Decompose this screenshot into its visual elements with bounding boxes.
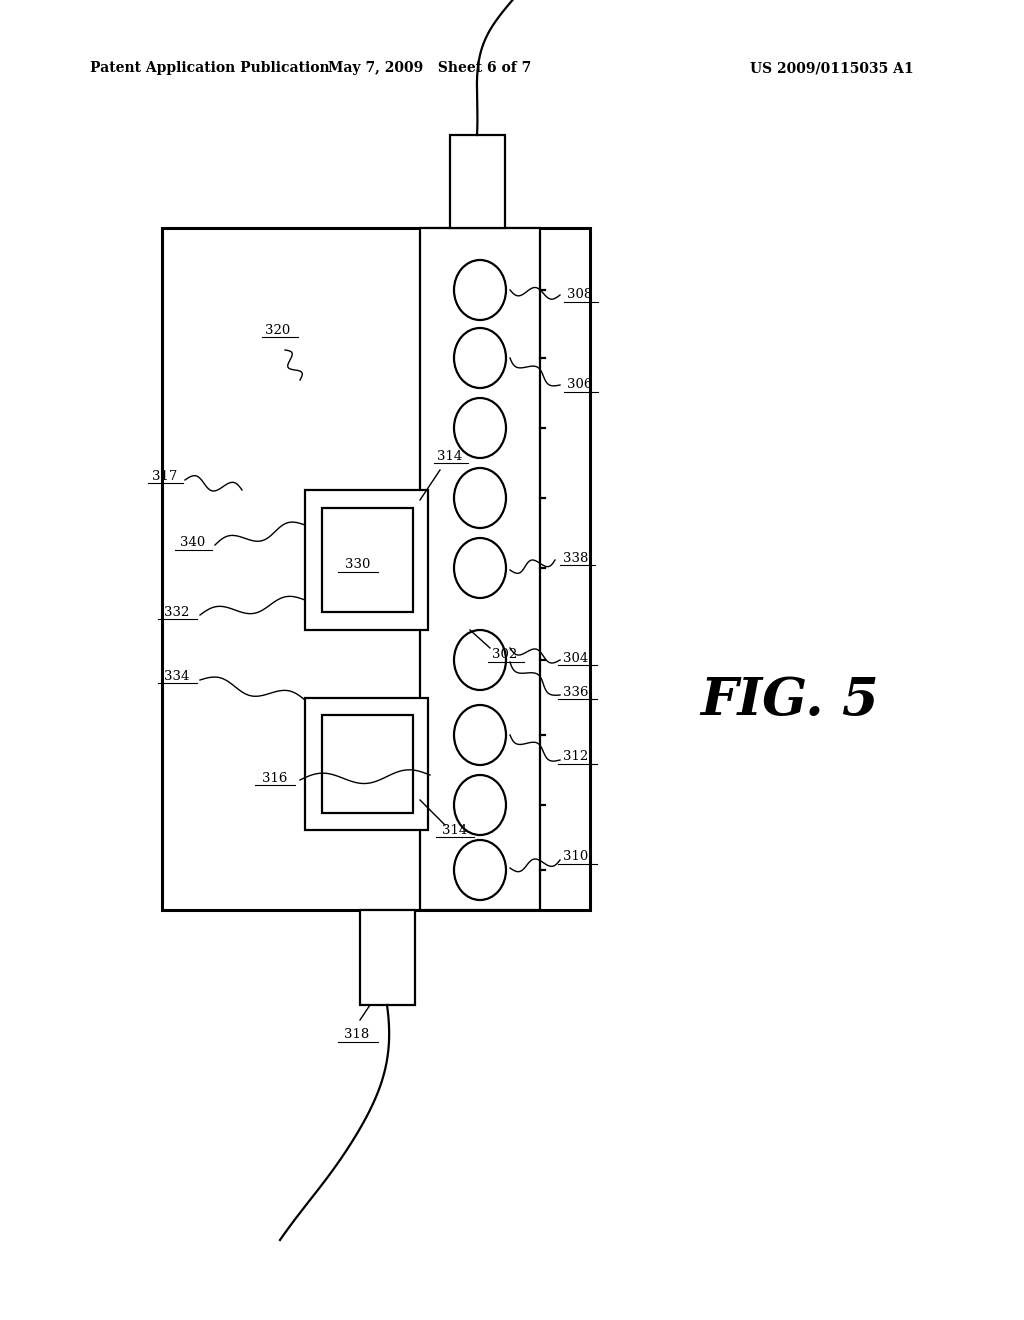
Ellipse shape [454, 399, 506, 458]
FancyBboxPatch shape [305, 698, 428, 830]
Ellipse shape [454, 260, 506, 319]
Ellipse shape [454, 469, 506, 528]
Text: 330: 330 [345, 558, 371, 572]
Text: 310: 310 [563, 850, 589, 863]
Text: 317: 317 [153, 470, 178, 483]
Text: 320: 320 [265, 323, 291, 337]
FancyBboxPatch shape [162, 228, 590, 909]
Ellipse shape [454, 775, 506, 836]
Ellipse shape [454, 840, 506, 900]
FancyBboxPatch shape [322, 508, 413, 612]
Ellipse shape [454, 630, 506, 690]
Text: 334: 334 [164, 669, 189, 682]
Text: 316: 316 [262, 771, 288, 784]
FancyBboxPatch shape [450, 135, 505, 228]
Ellipse shape [454, 539, 506, 598]
Text: 336: 336 [563, 685, 589, 698]
FancyBboxPatch shape [305, 490, 428, 630]
Text: US 2009/0115035 A1: US 2009/0115035 A1 [750, 61, 913, 75]
Text: 312: 312 [563, 751, 589, 763]
Text: 318: 318 [344, 1028, 370, 1041]
Text: Patent Application Publication: Patent Application Publication [90, 61, 330, 75]
Text: 332: 332 [164, 606, 189, 619]
FancyBboxPatch shape [420, 228, 540, 909]
Text: 302: 302 [493, 648, 517, 661]
Text: 306: 306 [567, 379, 593, 392]
Text: 338: 338 [563, 552, 589, 565]
Text: 340: 340 [180, 536, 206, 549]
Text: May 7, 2009   Sheet 6 of 7: May 7, 2009 Sheet 6 of 7 [329, 61, 531, 75]
Text: 314: 314 [437, 450, 463, 462]
Text: FIG. 5: FIG. 5 [700, 675, 879, 726]
Ellipse shape [454, 705, 506, 766]
Ellipse shape [454, 327, 506, 388]
Text: 304: 304 [563, 652, 589, 664]
Text: 308: 308 [567, 289, 593, 301]
FancyBboxPatch shape [360, 909, 415, 1005]
FancyBboxPatch shape [322, 715, 413, 813]
Text: 314: 314 [442, 824, 468, 837]
